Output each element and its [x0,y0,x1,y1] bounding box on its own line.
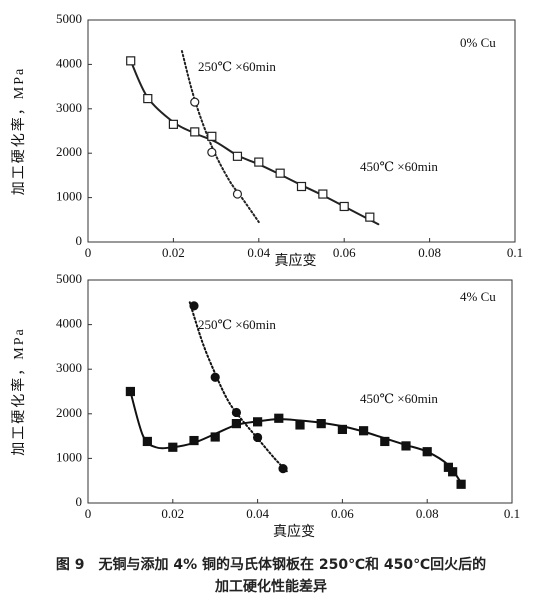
y-tick-label: 5000 [56,271,82,286]
point [448,467,458,477]
point [316,419,326,429]
point [210,432,220,442]
point [207,147,217,157]
y-tick-label: 5000 [56,11,82,26]
x-axis-label: 真应变 [273,523,315,540]
y-tick-label: 3000 [56,360,82,375]
x-tick-label: 0.1 [507,245,523,260]
point [232,189,243,199]
caption: 图 9 无铜与添加 4% 铜的马氏体钢板在 250℃和 450℃回火后的 [56,556,486,573]
y-tick-label: 1000 [56,189,82,204]
y-tick-label: 4000 [56,55,82,70]
y-tick-label: 2000 [56,144,82,159]
x-tick-label: 0.08 [416,506,439,521]
point [168,119,178,129]
annotation: 4% Cu [460,289,496,304]
point [296,181,307,192]
x-tick-label: 0.02 [162,245,185,260]
point [143,93,153,104]
y-tick-label: 4000 [56,316,82,331]
point [210,372,220,382]
point [253,417,263,427]
fit-curve [180,50,260,224]
x-tick-label: 0.04 [247,245,270,260]
x-tick-label: 0 [85,245,92,260]
point [318,189,328,199]
x-axis-label: 真应变 [275,252,317,269]
x-tick-label: 0.08 [418,245,441,260]
series-label: 450℃ ×60min [360,391,438,406]
point [190,97,200,107]
point [126,56,136,66]
fit-curve [129,59,380,226]
point [254,157,264,167]
y-tick-label: 0 [76,233,83,248]
point [422,447,432,457]
point [142,436,152,447]
series-label: 250℃ ×60min [198,59,276,74]
point [253,432,263,443]
point [380,436,390,447]
point [189,435,199,446]
x-tick-label: 0.06 [331,506,354,521]
point [189,301,199,311]
x-tick-label: 0.06 [333,245,356,260]
point [456,479,466,489]
y-axis-label: 加工硬化率，MPa [10,67,27,195]
annotation: 0% Cu [460,35,496,50]
y-tick-label: 1000 [56,449,82,464]
y-tick-label: 2000 [56,405,82,420]
series-label: 250℃ ×60min [198,317,276,332]
series-label: 450℃ ×60min [360,159,438,174]
y-tick-label: 3000 [56,100,82,115]
x-tick-label: 0.02 [161,506,184,521]
point [231,407,241,418]
point [274,413,284,423]
point [365,212,375,222]
caption: 加工硬化性能差异 [214,578,327,595]
plot-frame [87,279,513,504]
point [295,420,305,430]
point [168,442,178,452]
point [275,168,285,178]
x-tick-label: 0.04 [246,506,269,521]
plot-frame [87,19,516,243]
x-tick-label: 0 [85,506,92,521]
point [231,419,241,429]
point [337,424,347,435]
point [207,131,217,141]
point [359,426,369,436]
point [125,386,136,397]
y-axis-label: 加工硬化率，MPa [10,327,27,455]
point [190,127,200,137]
point [232,151,243,161]
x-tick-label: 0.1 [504,506,520,521]
point [339,201,349,212]
y-tick-label: 0 [76,494,83,509]
point [401,441,411,451]
point [278,464,288,474]
